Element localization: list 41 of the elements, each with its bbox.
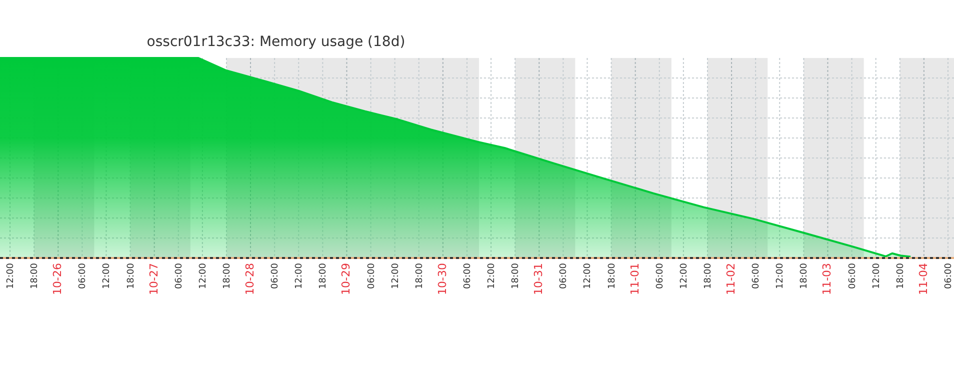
x-tick-label: 12:00 [872, 262, 882, 289]
x-tick-label: 11-03 [820, 263, 834, 295]
x-tick-label: 06:00 [559, 262, 570, 289]
x-tick-label: 12:00 [294, 262, 305, 289]
x-tick-label: 18:00 [222, 262, 232, 289]
x-tick-label: 06:00 [752, 262, 762, 289]
x-tick-label: 06:00 [366, 262, 377, 289]
x-tick-label: 06:00 [655, 262, 666, 289]
x-tick-label: 06:00 [462, 262, 473, 289]
x-tick-label: 18:00 [318, 262, 329, 289]
x-tick-label: 12:00 [102, 262, 112, 289]
x-tick-label: 10-26 [51, 263, 64, 295]
x-tick-label: 06:00 [174, 262, 184, 289]
x-tick-label: 12:00 [583, 262, 594, 289]
x-tick-label: 11-01 [628, 263, 642, 295]
x-tick-label: 12:00 [390, 262, 401, 289]
x-tick-label: 10-31 [532, 263, 546, 295]
x-tick-label: 12:00 [198, 262, 208, 289]
x-tick-label: 12:00 [776, 262, 786, 289]
x-tick-label: 11-04 [916, 263, 930, 295]
x-tick-label: 06:00 [78, 262, 88, 289]
x-tick-label: 10-27 [147, 263, 160, 295]
x-tick-label: 18:00 [896, 262, 906, 289]
x-tick-label: 10-29 [340, 263, 353, 295]
chart-title: osscr01r13c33: Memory usage (18d) [146, 34, 406, 50]
x-tick-label: 12:00 [6, 262, 16, 289]
x-tick-label: 18:00 [414, 262, 425, 289]
x-tick-label: 18:00 [800, 262, 810, 289]
x-tick-label: 06:00 [944, 262, 954, 289]
x-tick-label: 10-28 [244, 263, 257, 295]
x-tick-label: 06:00 [848, 262, 858, 289]
x-tick-label: 11-02 [724, 263, 738, 295]
x-tick-label: 18:00 [703, 262, 714, 289]
x-tick-label: 06:00 [270, 262, 281, 289]
x-tick-label: 18:00 [126, 262, 136, 289]
x-tick-label: 10-30 [436, 263, 449, 295]
x-tick-label: 12:00 [679, 262, 690, 289]
x-tick-label: 12:00 [487, 262, 498, 289]
x-tick-label: 18:00 [30, 262, 40, 289]
x-tick-label: 18:00 [511, 262, 522, 289]
x-tick-label: 18:00 [607, 262, 618, 289]
